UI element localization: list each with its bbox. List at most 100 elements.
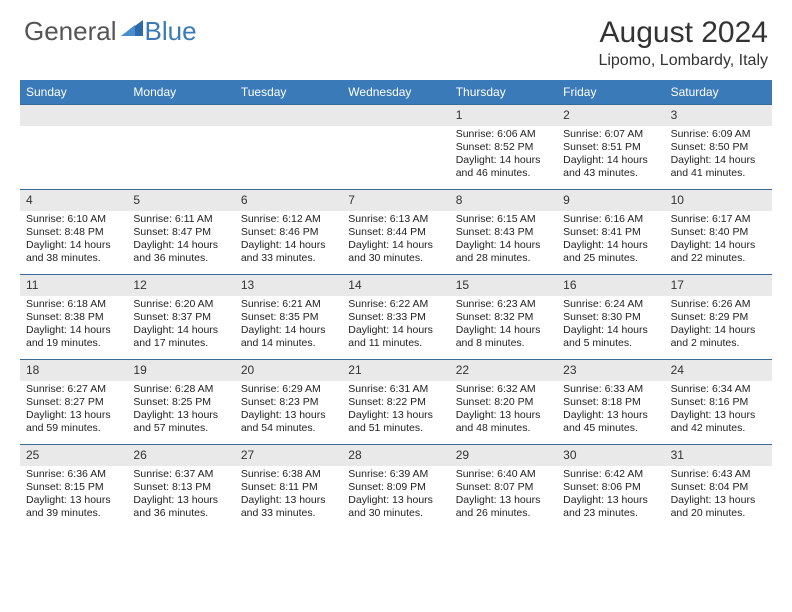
day-number: 6 <box>235 190 342 211</box>
day-cell: 10Sunrise: 6:17 AMSunset: 8:40 PMDayligh… <box>665 190 772 274</box>
sunset-text: Sunset: 8:46 PM <box>241 226 336 239</box>
logo-triangle-icon <box>121 20 143 43</box>
day-number: 7 <box>342 190 449 211</box>
day-body: Sunrise: 6:18 AMSunset: 8:38 PMDaylight:… <box>20 296 127 355</box>
day-cell: 25Sunrise: 6:36 AMSunset: 8:15 PMDayligh… <box>20 445 127 529</box>
day-body: Sunrise: 6:37 AMSunset: 8:13 PMDaylight:… <box>127 466 234 525</box>
day-body: Sunrise: 6:43 AMSunset: 8:04 PMDaylight:… <box>665 466 772 525</box>
sunset-text: Sunset: 8:51 PM <box>563 141 658 154</box>
day-cell <box>342 105 449 189</box>
day-number: 14 <box>342 275 449 296</box>
daylight-text: Daylight: 14 hours and 25 minutes. <box>563 239 658 265</box>
sunrise-text: Sunrise: 6:40 AM <box>456 468 551 481</box>
sunset-text: Sunset: 8:16 PM <box>671 396 766 409</box>
sunrise-text: Sunrise: 6:24 AM <box>563 298 658 311</box>
daylight-text: Daylight: 14 hours and 33 minutes. <box>241 239 336 265</box>
daylight-text: Daylight: 14 hours and 17 minutes. <box>133 324 228 350</box>
sunset-text: Sunset: 8:48 PM <box>26 226 121 239</box>
day-cell: 26Sunrise: 6:37 AMSunset: 8:13 PMDayligh… <box>127 445 234 529</box>
sunrise-text: Sunrise: 6:12 AM <box>241 213 336 226</box>
sunset-text: Sunset: 8:52 PM <box>456 141 551 154</box>
day-body: Sunrise: 6:24 AMSunset: 8:30 PMDaylight:… <box>557 296 664 355</box>
daylight-text: Daylight: 14 hours and 30 minutes. <box>348 239 443 265</box>
day-number <box>20 105 127 126</box>
sunset-text: Sunset: 8:41 PM <box>563 226 658 239</box>
sunrise-text: Sunrise: 6:28 AM <box>133 383 228 396</box>
sunset-text: Sunset: 8:09 PM <box>348 481 443 494</box>
sunset-text: Sunset: 8:23 PM <box>241 396 336 409</box>
daylight-text: Daylight: 14 hours and 5 minutes. <box>563 324 658 350</box>
daylight-text: Daylight: 13 hours and 30 minutes. <box>348 494 443 520</box>
daylight-text: Daylight: 13 hours and 54 minutes. <box>241 409 336 435</box>
day-number: 30 <box>557 445 664 466</box>
sunset-text: Sunset: 8:07 PM <box>456 481 551 494</box>
sunrise-text: Sunrise: 6:43 AM <box>671 468 766 481</box>
week-row: 18Sunrise: 6:27 AMSunset: 8:27 PMDayligh… <box>20 359 772 444</box>
daylight-text: Daylight: 14 hours and 38 minutes. <box>26 239 121 265</box>
day-number: 21 <box>342 360 449 381</box>
sunrise-text: Sunrise: 6:06 AM <box>456 128 551 141</box>
weeks-container: 1Sunrise: 6:06 AMSunset: 8:52 PMDaylight… <box>20 104 772 529</box>
week-row: 11Sunrise: 6:18 AMSunset: 8:38 PMDayligh… <box>20 274 772 359</box>
day-number: 27 <box>235 445 342 466</box>
daylight-text: Daylight: 14 hours and 14 minutes. <box>241 324 336 350</box>
day-cell: 24Sunrise: 6:34 AMSunset: 8:16 PMDayligh… <box>665 360 772 444</box>
day-body: Sunrise: 6:28 AMSunset: 8:25 PMDaylight:… <box>127 381 234 440</box>
day-body: Sunrise: 6:12 AMSunset: 8:46 PMDaylight:… <box>235 211 342 270</box>
day-cell: 15Sunrise: 6:23 AMSunset: 8:32 PMDayligh… <box>450 275 557 359</box>
day-body: Sunrise: 6:06 AMSunset: 8:52 PMDaylight:… <box>450 126 557 185</box>
day-body: Sunrise: 6:40 AMSunset: 8:07 PMDaylight:… <box>450 466 557 525</box>
day-cell: 12Sunrise: 6:20 AMSunset: 8:37 PMDayligh… <box>127 275 234 359</box>
weekday-header-row: SundayMondayTuesdayWednesdayThursdayFrid… <box>20 80 772 104</box>
day-body: Sunrise: 6:36 AMSunset: 8:15 PMDaylight:… <box>20 466 127 525</box>
sunset-text: Sunset: 8:50 PM <box>671 141 766 154</box>
daylight-text: Daylight: 13 hours and 57 minutes. <box>133 409 228 435</box>
day-cell <box>127 105 234 189</box>
day-number: 29 <box>450 445 557 466</box>
sunrise-text: Sunrise: 6:22 AM <box>348 298 443 311</box>
day-body: Sunrise: 6:23 AMSunset: 8:32 PMDaylight:… <box>450 296 557 355</box>
day-body: Sunrise: 6:09 AMSunset: 8:50 PMDaylight:… <box>665 126 772 185</box>
sunset-text: Sunset: 8:13 PM <box>133 481 228 494</box>
logo-text-blue: Blue <box>145 16 197 47</box>
day-number: 15 <box>450 275 557 296</box>
day-number: 17 <box>665 275 772 296</box>
day-number: 23 <box>557 360 664 381</box>
daylight-text: Daylight: 14 hours and 43 minutes. <box>563 154 658 180</box>
weekday-header: Wednesday <box>342 80 449 104</box>
sunset-text: Sunset: 8:04 PM <box>671 481 766 494</box>
day-body: Sunrise: 6:32 AMSunset: 8:20 PMDaylight:… <box>450 381 557 440</box>
day-body: Sunrise: 6:38 AMSunset: 8:11 PMDaylight:… <box>235 466 342 525</box>
daylight-text: Daylight: 13 hours and 48 minutes. <box>456 409 551 435</box>
sunset-text: Sunset: 8:22 PM <box>348 396 443 409</box>
day-cell: 28Sunrise: 6:39 AMSunset: 8:09 PMDayligh… <box>342 445 449 529</box>
day-cell: 6Sunrise: 6:12 AMSunset: 8:46 PMDaylight… <box>235 190 342 274</box>
day-cell: 8Sunrise: 6:15 AMSunset: 8:43 PMDaylight… <box>450 190 557 274</box>
day-number: 1 <box>450 105 557 126</box>
day-body: Sunrise: 6:22 AMSunset: 8:33 PMDaylight:… <box>342 296 449 355</box>
day-body: Sunrise: 6:33 AMSunset: 8:18 PMDaylight:… <box>557 381 664 440</box>
daylight-text: Daylight: 13 hours and 20 minutes. <box>671 494 766 520</box>
sunset-text: Sunset: 8:27 PM <box>26 396 121 409</box>
day-cell: 16Sunrise: 6:24 AMSunset: 8:30 PMDayligh… <box>557 275 664 359</box>
day-cell: 30Sunrise: 6:42 AMSunset: 8:06 PMDayligh… <box>557 445 664 529</box>
daylight-text: Daylight: 14 hours and 36 minutes. <box>133 239 228 265</box>
day-number <box>235 105 342 126</box>
day-body <box>342 126 449 132</box>
daylight-text: Daylight: 14 hours and 22 minutes. <box>671 239 766 265</box>
daylight-text: Daylight: 14 hours and 28 minutes. <box>456 239 551 265</box>
day-body <box>127 126 234 132</box>
sunset-text: Sunset: 8:11 PM <box>241 481 336 494</box>
day-number: 13 <box>235 275 342 296</box>
sunrise-text: Sunrise: 6:15 AM <box>456 213 551 226</box>
day-cell: 11Sunrise: 6:18 AMSunset: 8:38 PMDayligh… <box>20 275 127 359</box>
sunset-text: Sunset: 8:29 PM <box>671 311 766 324</box>
sunset-text: Sunset: 8:43 PM <box>456 226 551 239</box>
weekday-header: Thursday <box>450 80 557 104</box>
daylight-text: Daylight: 13 hours and 59 minutes. <box>26 409 121 435</box>
day-number <box>342 105 449 126</box>
sunset-text: Sunset: 8:35 PM <box>241 311 336 324</box>
daylight-text: Daylight: 13 hours and 26 minutes. <box>456 494 551 520</box>
daylight-text: Daylight: 14 hours and 2 minutes. <box>671 324 766 350</box>
daylight-text: Daylight: 14 hours and 41 minutes. <box>671 154 766 180</box>
